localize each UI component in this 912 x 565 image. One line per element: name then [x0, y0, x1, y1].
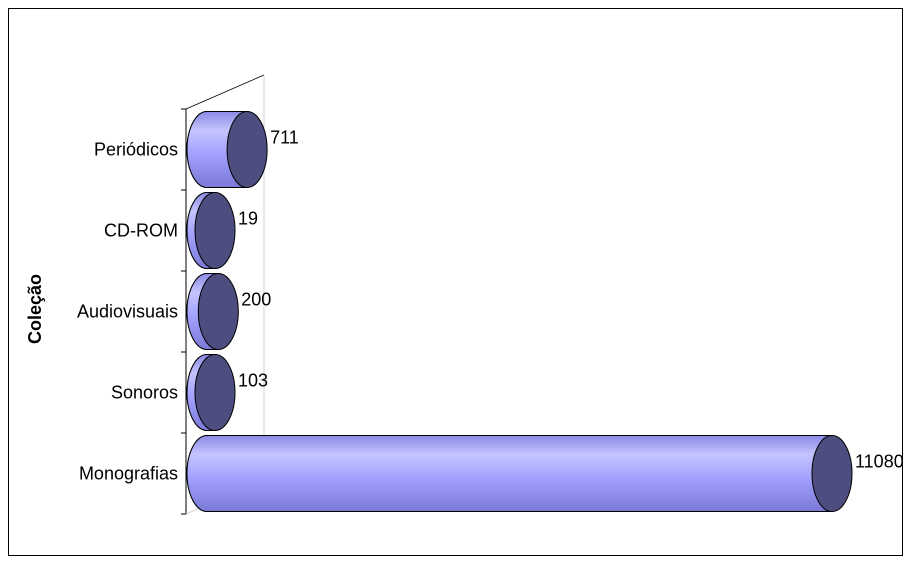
bar-end-cap [194, 354, 236, 431]
bar-sonoros [186, 354, 236, 431]
bar-chart: Periódicos 711 CD-ROM 19 Audiovisuais 200 Sono… [25, 74, 903, 515]
bar-cd-rom [186, 192, 236, 269]
bar-end-cap [194, 192, 236, 269]
bar-monografias [186, 435, 853, 512]
value-label: 11080 [855, 452, 903, 472]
category-label: CD-ROM [104, 221, 178, 241]
category-label: Audiovisuais [77, 302, 178, 322]
bar-body [186, 435, 833, 512]
category-label: Sonoros [111, 383, 178, 403]
bar-peri-dicos [186, 111, 268, 188]
value-label: 711 [270, 128, 299, 148]
bar-end-cap [811, 435, 853, 512]
chart-frame: Periódicos 711 CD-ROM 19 Audiovisuais 200 Sono… [8, 8, 903, 556]
category-label: Periódicos [94, 140, 178, 160]
value-label: 103 [238, 371, 268, 391]
bar-end-cap [226, 111, 268, 188]
value-label: 19 [238, 209, 258, 229]
bar-end-cap [197, 273, 239, 350]
y-axis-title: Coleção [25, 274, 45, 344]
bar-audiovisuais [186, 273, 239, 350]
wall-top-edge [185, 74, 265, 110]
category-label: Monografias [79, 464, 178, 484]
value-label: 200 [241, 290, 271, 310]
